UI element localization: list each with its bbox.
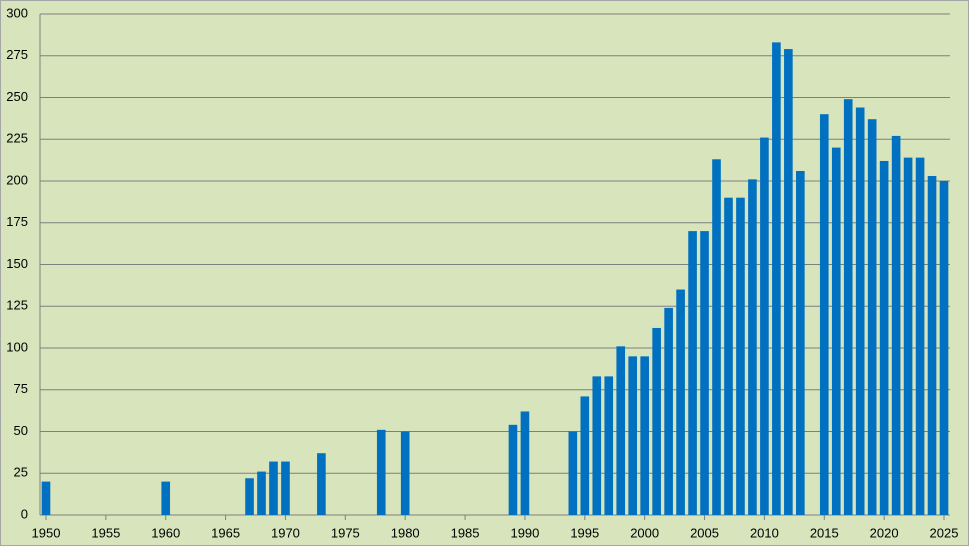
bar <box>760 137 769 515</box>
y-tick-label: 200 <box>6 172 28 187</box>
bar <box>784 49 793 515</box>
x-tick-label: 1985 <box>451 525 480 540</box>
bar <box>939 181 949 515</box>
x-tick-label: 1960 <box>151 525 180 540</box>
bar <box>855 107 865 516</box>
y-tick-label: 50 <box>14 423 28 438</box>
bar <box>568 431 578 515</box>
bar <box>41 481 51 515</box>
bar <box>903 157 913 515</box>
y-tick-label: 300 <box>6 5 28 20</box>
bar <box>891 135 901 515</box>
bar <box>843 99 853 516</box>
x-tick-label: 1970 <box>271 525 300 540</box>
x-tick-label: 2020 <box>870 525 899 540</box>
bar <box>400 431 410 515</box>
bar <box>269 461 278 515</box>
y-tick-label: 150 <box>6 256 28 271</box>
x-tick-label: 2000 <box>630 525 659 540</box>
y-tick-label: 25 <box>14 465 28 480</box>
y-tick-label: 125 <box>6 298 28 313</box>
y-tick-label: 250 <box>6 89 28 104</box>
bar <box>676 289 685 515</box>
x-tick-label: 1955 <box>91 525 120 540</box>
x-tick-label: 1990 <box>510 525 539 540</box>
bar <box>819 114 829 515</box>
y-tick-label: 275 <box>6 47 28 62</box>
bar <box>867 119 877 516</box>
bar <box>748 179 757 515</box>
bar <box>724 197 733 515</box>
bar <box>915 157 925 515</box>
bar <box>161 481 171 515</box>
bar <box>927 175 937 516</box>
bar <box>700 231 709 515</box>
x-tick-label: 1975 <box>331 525 360 540</box>
bar <box>604 376 614 515</box>
x-tick-label: 2015 <box>810 525 839 540</box>
bar <box>628 356 638 515</box>
x-tick-label: 2005 <box>690 525 719 540</box>
bar <box>520 411 530 515</box>
bar <box>640 356 649 515</box>
bar <box>508 424 518 515</box>
bar <box>652 327 661 515</box>
y-tick-label: 175 <box>6 214 28 229</box>
x-tick-label: 1980 <box>391 525 420 540</box>
bar <box>712 159 721 516</box>
bar <box>245 478 254 515</box>
bar <box>580 396 590 515</box>
y-tick-label: 0 <box>21 506 28 521</box>
y-tick-label: 100 <box>6 339 28 354</box>
bar <box>736 197 745 515</box>
bar <box>592 376 602 515</box>
bar <box>664 307 673 515</box>
bar <box>616 346 626 515</box>
x-tick-label: 2010 <box>750 525 779 540</box>
bar <box>796 170 805 516</box>
x-tick-label: 1950 <box>32 525 61 540</box>
y-tick-label: 75 <box>14 381 28 396</box>
bar <box>879 160 889 515</box>
bar <box>281 461 290 515</box>
bar <box>376 429 386 515</box>
bar <box>772 42 781 515</box>
bar <box>317 453 326 515</box>
bar <box>688 231 697 515</box>
y-tick-label: 225 <box>6 131 28 146</box>
x-tick-label: 2025 <box>930 525 959 540</box>
x-tick-label: 1965 <box>211 525 240 540</box>
bar <box>831 147 841 515</box>
bar <box>257 471 266 515</box>
x-tick-label: 1995 <box>570 525 599 540</box>
